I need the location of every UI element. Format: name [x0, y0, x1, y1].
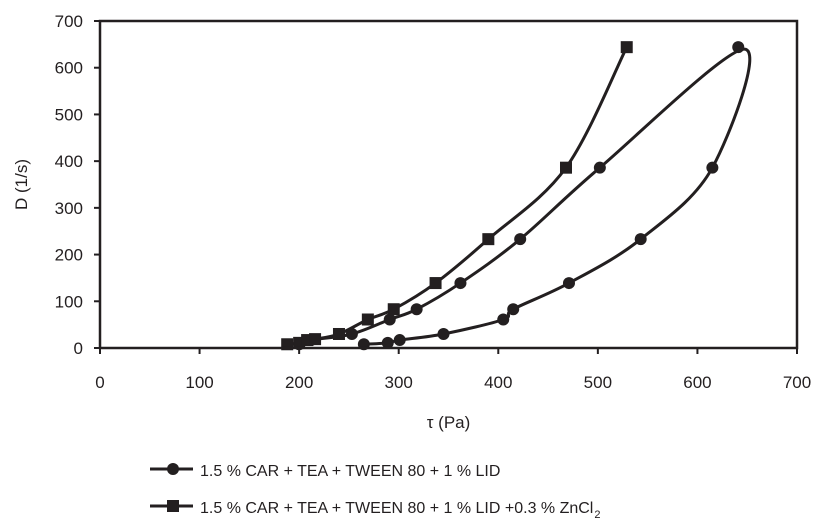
series-markers: [281, 41, 745, 351]
x-tick-label: 100: [185, 373, 213, 392]
series-2-line: [287, 46, 629, 346]
series-1-point: [562, 277, 575, 290]
legend-marker: [167, 463, 179, 475]
legend: 1.5 % CAR + TEA + TWEEN 80 + 1 % LID 1.5 …: [150, 463, 600, 521]
x-tick-label: 600: [683, 373, 711, 392]
series-1-point: [732, 41, 745, 54]
series-1-point: [410, 303, 423, 316]
series-1-point: [497, 313, 510, 326]
y-tick-label: 100: [55, 292, 83, 311]
series-1-point: [514, 233, 527, 246]
series-2-point: [559, 161, 572, 174]
y-tick-label: 400: [55, 152, 83, 171]
plot-area-frame: [98, 19, 799, 350]
series-2-point: [332, 327, 345, 340]
series-1-point: [383, 313, 396, 326]
y-axis-ticks: 0 100 200 300 400 500 600 700: [55, 12, 100, 358]
series-curves: [287, 46, 752, 346]
y-tick-label: 500: [55, 105, 83, 124]
x-tick-label: 400: [484, 373, 512, 392]
legend-label: 1.5 % CAR + TEA + TWEEN 80 + 1 % LID: [200, 463, 500, 480]
legend-label: 1.5 % CAR + TEA + TWEEN 80 + 1 % LID +0.…: [200, 500, 593, 517]
series-2-point: [361, 313, 374, 326]
series-1-point: [706, 161, 719, 174]
y-tick-label: 200: [55, 246, 83, 265]
legend-marker: [167, 500, 179, 512]
x-tick-label: 200: [285, 373, 313, 392]
series-1-point: [393, 334, 406, 347]
series-1-point: [381, 336, 394, 349]
x-tick-label: 500: [584, 373, 612, 392]
x-tick-label: 300: [385, 373, 413, 392]
x-axis-title: τ (Pa): [427, 413, 471, 432]
x-tick-label: 700: [783, 373, 811, 392]
x-axis-ticks: 0 100 200 300 400 500 600 700: [95, 348, 811, 392]
series-1-point: [593, 161, 606, 174]
series-1-point: [345, 327, 358, 340]
legend-label-subscript: 2: [594, 509, 600, 521]
series-2-point: [387, 303, 400, 316]
y-axis-title: D (1/s): [12, 159, 31, 210]
y-tick-label: 0: [74, 339, 83, 358]
series-1-line: [298, 47, 752, 346]
series-2-point: [620, 41, 633, 54]
series-2-point: [309, 333, 322, 346]
series-1-point: [507, 303, 520, 316]
series-2-point: [482, 233, 495, 246]
series-1-point: [454, 277, 467, 290]
y-tick-label: 600: [55, 59, 83, 78]
series-1-point: [634, 233, 647, 246]
series-1-point: [437, 327, 450, 340]
series-2-point: [429, 277, 442, 290]
x-tick-label: 0: [95, 373, 104, 392]
y-tick-label: 300: [55, 199, 83, 218]
y-tick-label: 700: [55, 12, 83, 31]
